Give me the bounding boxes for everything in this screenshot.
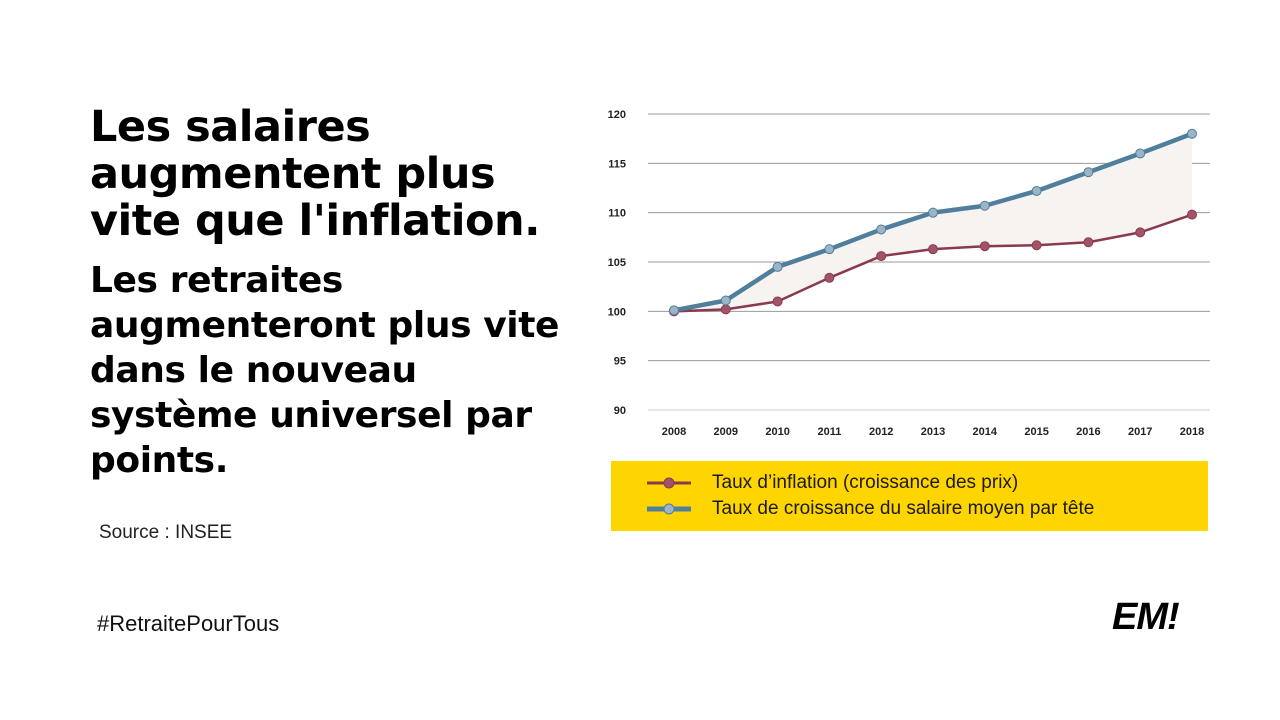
x-tick-2009: 2009 — [714, 426, 738, 438]
x-tick-2016: 2016 — [1076, 426, 1100, 438]
x-tick-2013: 2013 — [921, 426, 945, 438]
point-salary-2018 — [1187, 128, 1197, 139]
point-inflation-2010 — [772, 296, 783, 307]
line-chart: 90 95 100 105 110 115 120 2008 2009 2010 2011 2012… — [608, 109, 1210, 438]
legend-swatch-salary — [647, 503, 691, 515]
point-salary-2012 — [876, 224, 887, 235]
legend-label-salary: Taux de croissance du salaire moyen par … — [712, 498, 1095, 519]
series-points — [669, 128, 1197, 317]
y-tick-115: 115 — [608, 158, 626, 170]
y-tick-95: 95 — [614, 356, 626, 368]
point-salary-2011 — [824, 244, 835, 255]
y-tick-110: 110 — [608, 208, 626, 220]
x-tick-2010: 2010 — [765, 426, 789, 438]
x-axis-ticks: 2008 2009 2010 2011 2012 2013 2014 2015 2016 2017… — [662, 426, 1204, 438]
chart-legend: Taux d’inflation (croissance des prix) T… — [611, 461, 1208, 531]
point-inflation-2017 — [1135, 227, 1146, 238]
x-tick-2011: 2011 — [817, 426, 841, 438]
subheadline: Les retraites augmenteront plus vite dan… — [90, 260, 560, 481]
legend-swatch-inflation — [647, 477, 691, 489]
x-tick-2018: 2018 — [1180, 426, 1204, 438]
point-inflation-2018 — [1187, 209, 1197, 220]
legend-item-salary: Taux de croissance du salaire moyen par … — [611, 497, 1208, 521]
point-salary-2008 — [669, 305, 679, 316]
point-inflation-2014 — [979, 241, 990, 252]
point-salary-2016 — [1083, 167, 1094, 178]
x-tick-2017: 2017 — [1128, 426, 1152, 438]
y-axis-ticks: 90 95 100 105 110 115 120 — [608, 109, 626, 417]
gap-area — [674, 133, 1192, 312]
point-salary-2009 — [720, 295, 731, 306]
x-tick-2008: 2008 — [662, 426, 686, 438]
y-tick-100: 100 — [608, 306, 626, 318]
point-salary-2014 — [979, 200, 990, 211]
point-salary-2015 — [1031, 185, 1042, 196]
source-note: Source : INSEE — [99, 522, 233, 543]
headline: Les salaires augmentent plus vite que l'… — [90, 102, 541, 246]
point-salary-2017 — [1135, 148, 1146, 159]
point-inflation-2015 — [1031, 240, 1042, 251]
point-inflation-2011 — [824, 272, 835, 283]
x-tick-2015: 2015 — [1024, 426, 1048, 438]
y-tick-105: 105 — [608, 257, 626, 269]
point-inflation-2016 — [1083, 237, 1094, 248]
y-tick-120: 120 — [608, 109, 626, 121]
point-salary-2010 — [772, 261, 783, 272]
legend-item-inflation: Taux d’inflation (croissance des prix) — [611, 471, 1208, 495]
point-inflation-2009 — [720, 304, 731, 315]
point-salary-2013 — [928, 207, 938, 218]
x-tick-2012: 2012 — [869, 426, 893, 438]
em-logo: EM! — [1112, 596, 1180, 638]
y-tick-90: 90 — [614, 405, 626, 417]
legend-label-inflation: Taux d’inflation (croissance des prix) — [712, 472, 1019, 493]
point-inflation-2012 — [876, 251, 887, 262]
hashtag: #RetraitePourTous — [97, 611, 280, 636]
point-inflation-2013 — [928, 244, 938, 255]
x-tick-2014: 2014 — [973, 426, 998, 438]
gap-area-fill — [674, 133, 1192, 312]
